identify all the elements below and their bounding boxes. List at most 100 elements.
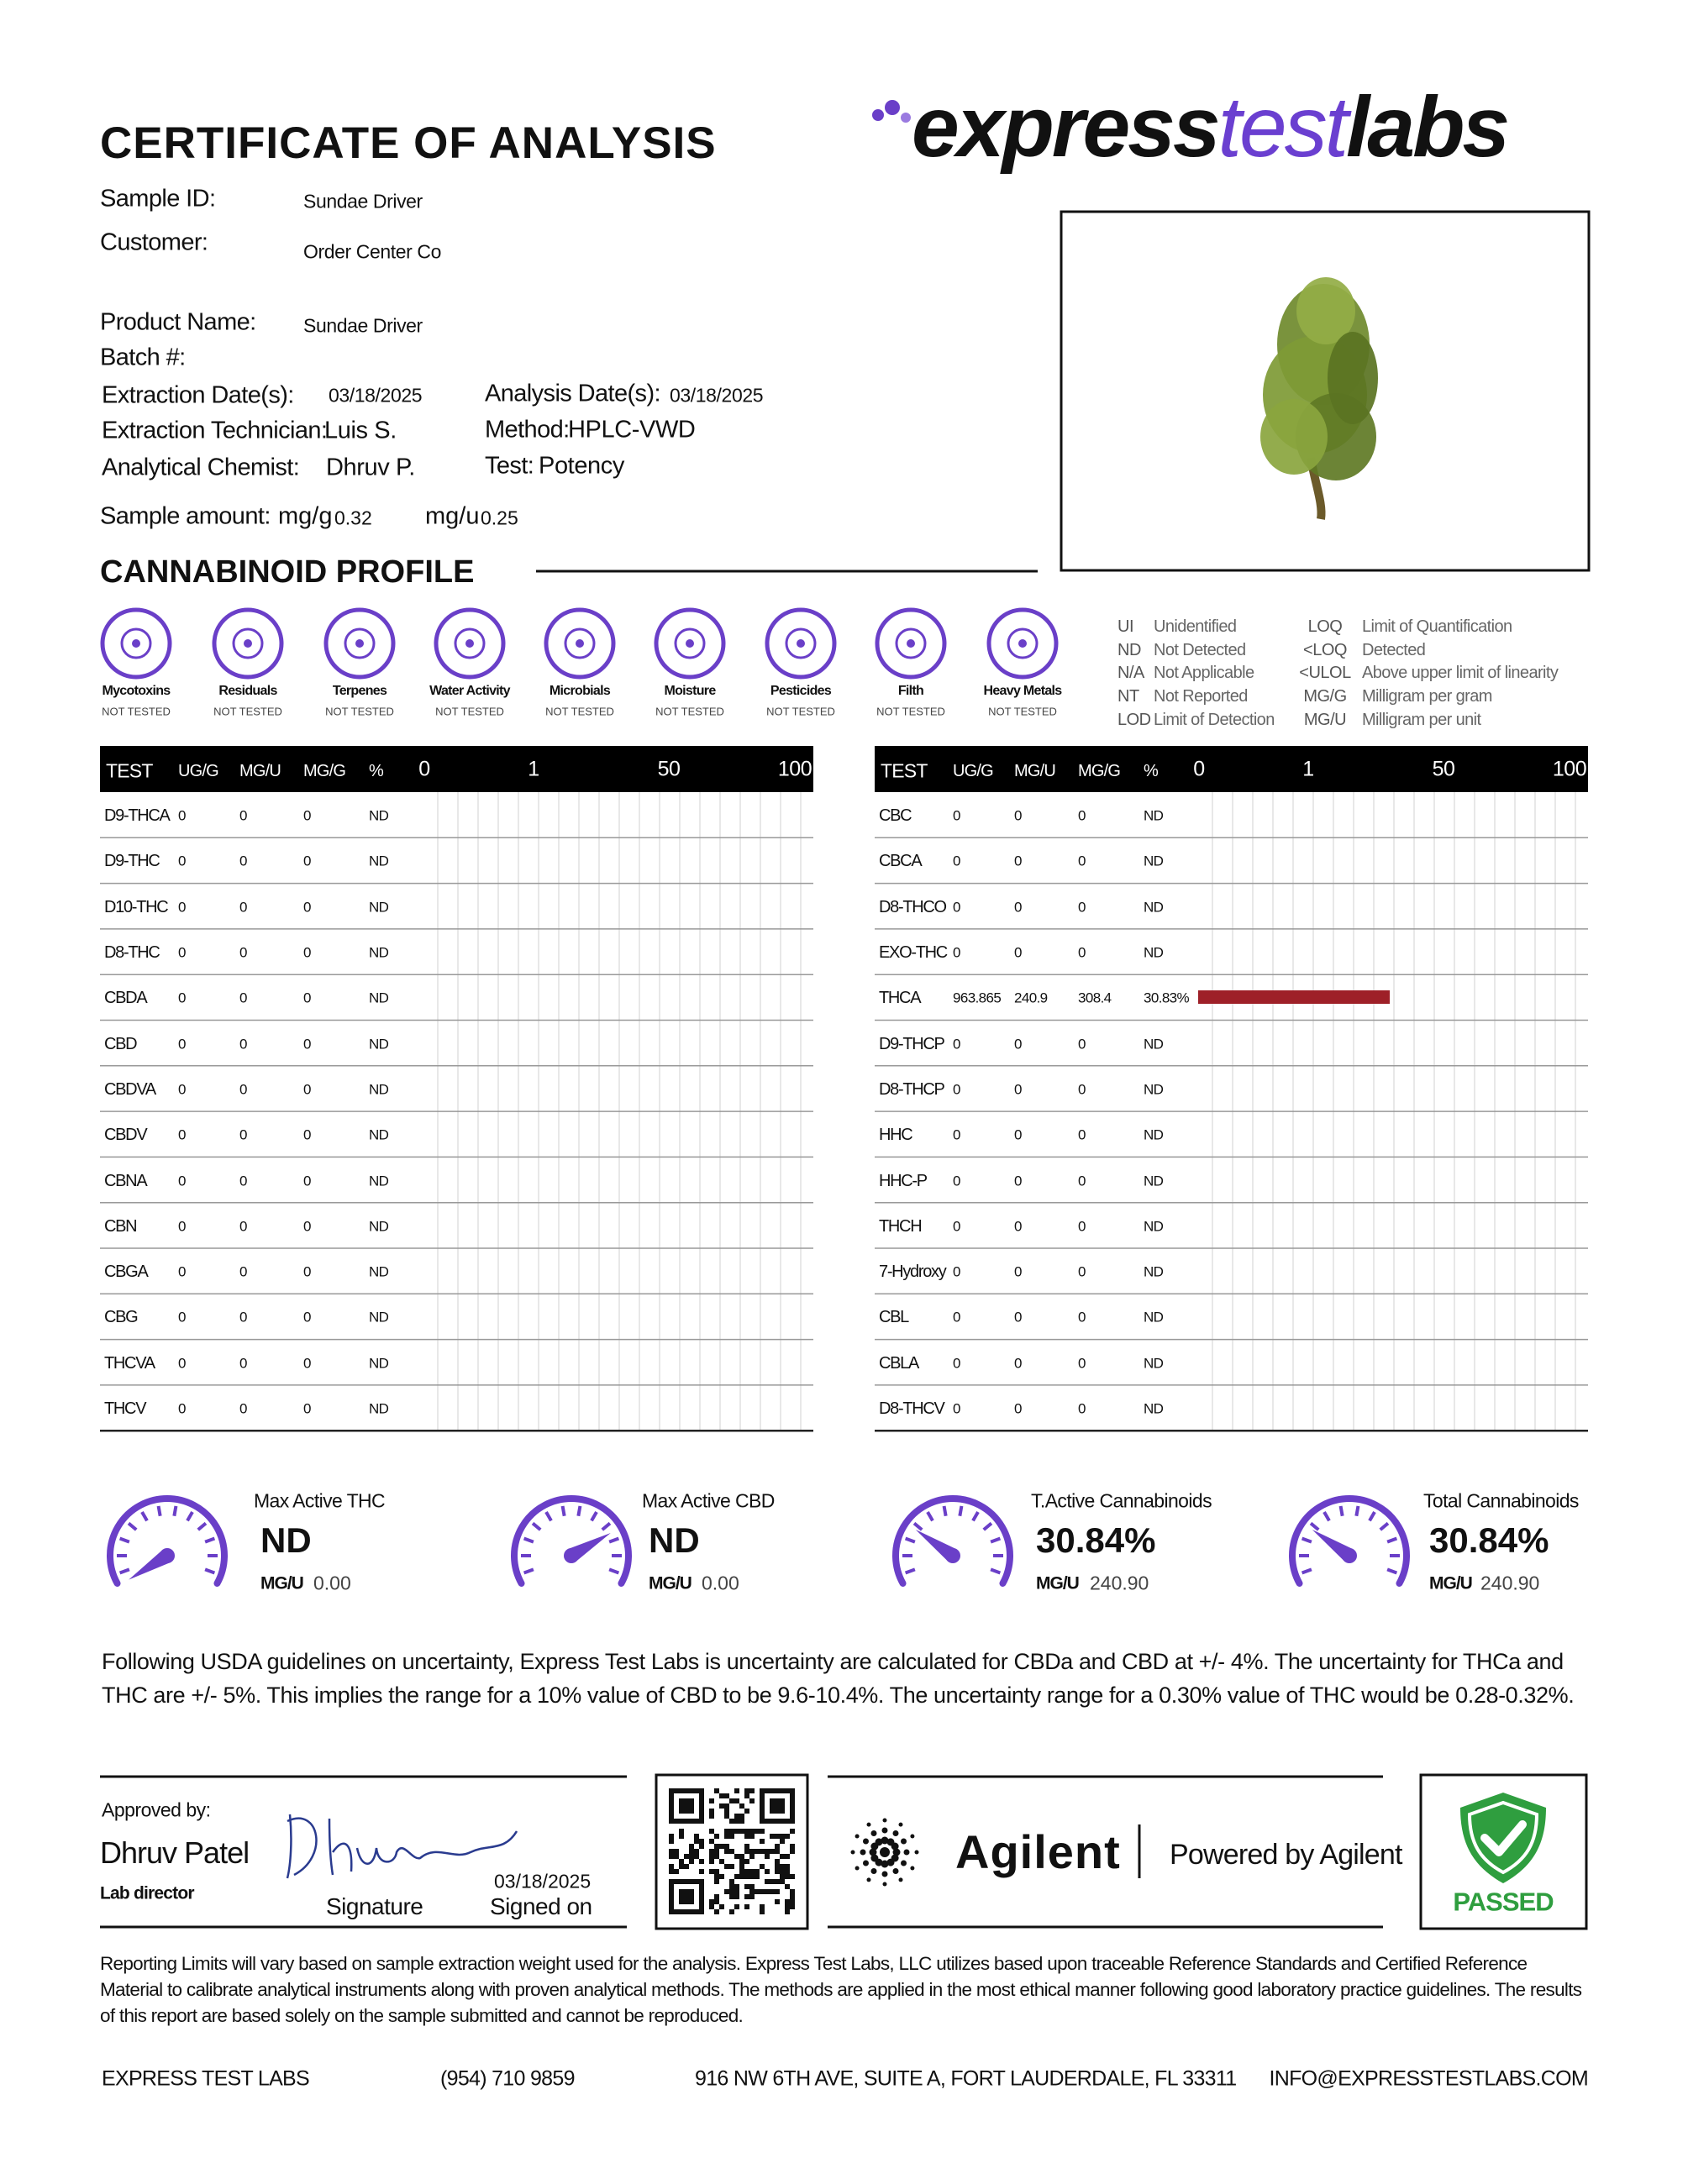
test-icon-glyph (895, 627, 927, 659)
gauge-tick (601, 1521, 612, 1531)
table-cell: 0 (1014, 899, 1022, 916)
badge-shield-inner (1467, 1800, 1539, 1875)
gauge-label: Total Cannabinoids (1423, 1489, 1579, 1512)
table-cell: THCVA (104, 1353, 155, 1373)
gauge-amount: 240.90 (1090, 1572, 1149, 1594)
test-icon-glyph (465, 639, 474, 648)
gauge-tick (904, 1567, 916, 1575)
document-title: CERTIFICATE OF ANALYSIS (100, 118, 717, 168)
table-cell: 0 (178, 1309, 186, 1326)
table-cell: 0 (1014, 1400, 1022, 1417)
test-icon-glyph (576, 639, 584, 648)
footer-item: EXPRESS TEST LABS (102, 2066, 310, 2091)
test-icon-glyph (674, 627, 706, 659)
legend-text: Unidentified (1154, 617, 1237, 636)
table-cell: 0 (178, 1218, 186, 1235)
field-value: 0.32 (334, 507, 372, 529)
table-cell: 0 (1014, 807, 1022, 824)
table-cell: ND (1144, 1355, 1164, 1372)
table-cell: 0 (303, 1126, 311, 1143)
column-header: UG/G (953, 761, 994, 780)
gauge-value: 30.84% (1429, 1520, 1549, 1560)
table-cell: ND (369, 1036, 389, 1053)
table-cell: 0 (178, 1081, 186, 1098)
gauge-label: T.Active Cannabinoids (1031, 1489, 1212, 1512)
table-cell: 0 (1078, 899, 1086, 916)
legend-text: Not Detected (1154, 641, 1246, 659)
logo-dot (901, 113, 911, 123)
column-header: MG/U (1014, 761, 1056, 780)
table-cell: 0 (239, 1263, 247, 1280)
partner-mark (860, 1849, 866, 1856)
table-cell: 0 (239, 1173, 247, 1189)
gauge-value: ND (260, 1520, 312, 1560)
table-cell: ND (369, 990, 389, 1006)
gauge-tick (982, 1521, 993, 1531)
table-cell: CBDV (104, 1126, 148, 1145)
test-name: Moisture (664, 684, 716, 698)
table-cell: 0 (239, 807, 247, 824)
approver-role: Lab director (100, 1883, 195, 1903)
table-cell: 0 (953, 1126, 960, 1143)
test-icon-glyph (564, 627, 596, 659)
table-cell: 0 (1078, 1081, 1086, 1098)
table-cell: 0 (239, 1081, 247, 1098)
table-cell: 0 (178, 990, 186, 1006)
test-name: Mycotoxins (102, 684, 171, 698)
table-cell: 0 (178, 1036, 186, 1053)
legend-abbr: ND (1117, 641, 1141, 659)
table-cell: CBDA (104, 989, 148, 1008)
partner-mark (910, 1834, 915, 1839)
partner-mark (870, 1830, 877, 1836)
partner-mark (881, 1827, 888, 1834)
legend-text: Detected (1362, 641, 1426, 659)
table-cell: 0 (239, 944, 247, 961)
gauge-hub (564, 1548, 579, 1563)
partner-mark (881, 1871, 888, 1877)
partner-mark (866, 1822, 871, 1827)
table-cell: 0 (1014, 1309, 1022, 1326)
test-icon-glyph (454, 627, 486, 659)
table-cell: ND (1144, 1126, 1164, 1143)
partner-mark (882, 1818, 887, 1823)
table-cell: ND (369, 944, 389, 961)
scale-label: 1 (1302, 757, 1314, 780)
table-cell: ND (369, 1309, 389, 1326)
table-cell: 0 (1014, 1218, 1022, 1235)
table-cell: CBC (879, 806, 912, 826)
partner-tagline: Powered by Agilent (1170, 1839, 1402, 1871)
logo-part: labs (1346, 79, 1510, 175)
bud (1296, 277, 1355, 344)
field-label: Product Name: (100, 308, 256, 336)
column-header: TEST (106, 759, 153, 781)
gauge-tick (958, 1505, 964, 1517)
table-cell: D8-THCP (879, 1079, 945, 1099)
gauge-tick (942, 1505, 948, 1517)
table-cell: 0 (1014, 1126, 1022, 1143)
test-icon-glyph (344, 627, 376, 659)
partner-mark (901, 1860, 907, 1866)
test-icon-glyph (1018, 639, 1027, 648)
test-name: Terpenes (332, 684, 387, 698)
test-name: Water Activity (429, 684, 510, 698)
uncertainty-note: Following USDA guidelines on uncertainty… (102, 1649, 1575, 1708)
legend-abbr: LOD (1117, 711, 1151, 729)
field-label: mg/u (425, 502, 480, 530)
table-cell: ND (1144, 944, 1164, 961)
test-icon-glyph (797, 639, 805, 648)
partner-mark (855, 1866, 860, 1871)
table-cell: ND (369, 807, 389, 824)
table-cell: 0 (953, 1263, 960, 1280)
table-cell: ND (369, 1081, 389, 1098)
test-status: NOT TESTED (435, 705, 504, 718)
field-value: Potency (539, 452, 624, 480)
table-cell: 0 (1014, 853, 1022, 869)
legend-abbr: <ULOL (1299, 664, 1351, 682)
table-cell: 0 (303, 853, 311, 869)
table-cell: 0 (1078, 1309, 1086, 1326)
field-value: 03/18/2025 (670, 384, 764, 407)
gauge-tick (1338, 1505, 1344, 1517)
table-cell: 0 (1078, 1036, 1086, 1053)
approval-label: Approved by: (102, 1798, 211, 1821)
